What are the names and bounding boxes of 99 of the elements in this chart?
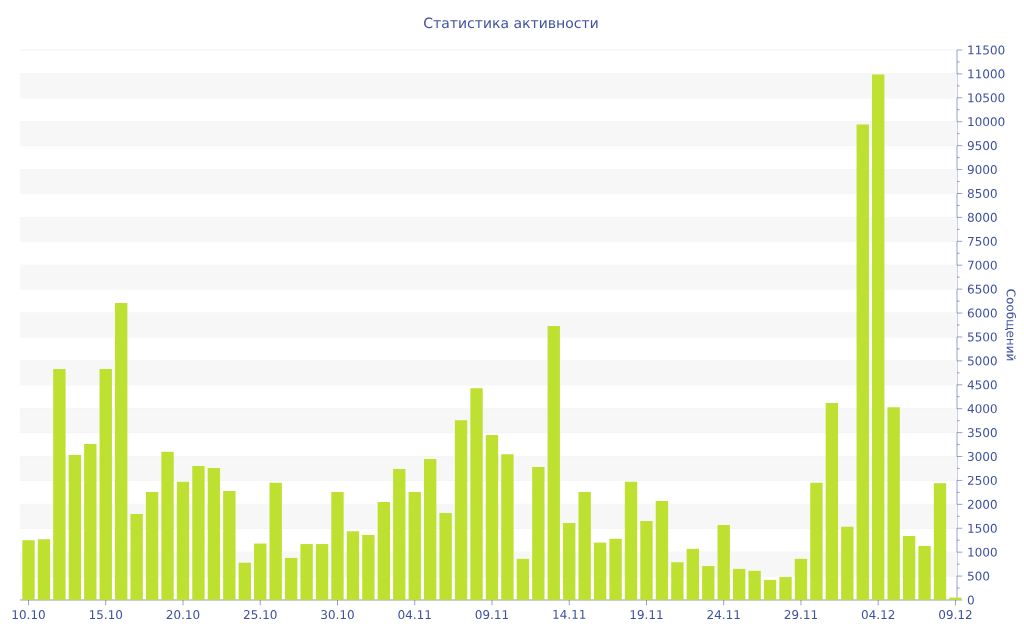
bar — [501, 454, 514, 600]
bar — [763, 579, 777, 600]
bar — [732, 568, 746, 600]
bar — [717, 524, 730, 600]
bar — [300, 544, 313, 600]
bar — [810, 482, 823, 600]
y-axis-title: Сообщений — [1005, 289, 1017, 361]
y-tick-label: 5000 — [967, 356, 997, 366]
bar — [516, 558, 530, 600]
y-tick-label: 11500 — [968, 45, 1005, 55]
x-tick-label: 25.10 — [243, 610, 277, 620]
bar — [424, 458, 437, 600]
bar — [547, 325, 560, 600]
bar — [794, 558, 808, 600]
bar — [192, 466, 205, 600]
bar — [933, 483, 947, 600]
y-tick-label: 2500 — [967, 475, 997, 485]
bar — [748, 570, 761, 600]
bar — [655, 501, 669, 600]
bar — [115, 303, 128, 600]
bar — [331, 491, 344, 600]
bar — [902, 535, 916, 600]
x-tick-label: 30.10 — [321, 610, 354, 620]
y-tick-label: 11000 — [968, 69, 1005, 79]
bar — [254, 543, 267, 600]
x-tick-label: 04.11 — [398, 610, 431, 620]
x-tick-label: 14.11 — [553, 610, 586, 619]
bar — [578, 491, 591, 600]
bar — [609, 538, 622, 600]
x-tick-label: 19.11 — [630, 610, 663, 620]
bar — [779, 577, 792, 600]
y-tick-label: 1500 — [968, 523, 997, 533]
bar — [176, 481, 190, 600]
bar — [37, 539, 51, 600]
x-tick-label: 10.10 — [12, 610, 45, 620]
bar — [377, 501, 391, 600]
bar — [145, 491, 159, 600]
x-tick-label: 24.11 — [707, 610, 740, 619]
x-tick-label: 20.10 — [166, 610, 200, 620]
bar — [346, 531, 360, 600]
bar — [393, 468, 406, 600]
bar — [315, 544, 329, 600]
bar — [702, 566, 715, 600]
y-tick-label: 9000 — [967, 165, 997, 175]
bar — [68, 455, 82, 600]
bar — [408, 491, 421, 600]
bar — [470, 388, 483, 600]
bar — [624, 481, 638, 600]
bar — [269, 482, 282, 600]
y-tick-label: 6000 — [967, 308, 997, 318]
y-tick-label: 0 — [967, 595, 974, 605]
bar — [841, 526, 854, 600]
y-tick-label: 10000 — [968, 117, 1005, 127]
bar — [593, 542, 607, 600]
x-tick-label: 09.11 — [475, 610, 509, 620]
bar — [485, 435, 499, 600]
bar — [53, 369, 66, 600]
y-tick-label: 7000 — [968, 260, 997, 270]
bar — [362, 534, 375, 600]
bar — [686, 548, 699, 600]
y-tick-label: 10500 — [968, 93, 1005, 103]
bar — [532, 467, 545, 600]
chart-title: Статистика активности — [424, 17, 598, 29]
bar — [207, 468, 221, 600]
y-tick-label: 2000 — [967, 499, 997, 509]
bar — [454, 420, 468, 600]
bar — [887, 407, 900, 600]
bar — [223, 490, 236, 600]
bar — [84, 444, 97, 600]
bar — [563, 523, 576, 600]
x-tick-label: 15.10 — [89, 610, 123, 620]
bar — [130, 513, 143, 600]
y-tick-label: 3000 — [967, 451, 997, 462]
bar — [238, 562, 251, 600]
y-tick-label: 4000 — [967, 404, 997, 414]
x-tick-label: 09.12 — [939, 610, 972, 620]
y-tick-label: 9500 — [967, 141, 997, 151]
y-tick-label: 5500 — [967, 332, 997, 342]
bar — [918, 545, 931, 600]
y-tick-label: 1000 — [968, 547, 997, 557]
y-tick-label: 4500 — [967, 380, 997, 390]
y-tick-label: 3500 — [967, 428, 997, 438]
y-tick-label: 8500 — [967, 188, 997, 199]
bar — [856, 124, 869, 600]
bar — [284, 557, 298, 600]
bar — [872, 74, 885, 600]
y-tick-label: 500 — [967, 571, 990, 581]
bar — [161, 451, 174, 600]
x-tick-label: 29.11 — [784, 610, 818, 620]
y-tick-label: 6500 — [967, 284, 997, 294]
bar — [640, 521, 653, 600]
y-tick-label: 8000 — [967, 212, 997, 222]
bar — [671, 562, 684, 600]
x-tick-label: 04.12 — [861, 610, 895, 620]
bar — [99, 369, 112, 600]
bar — [439, 512, 452, 600]
bar — [825, 402, 839, 600]
y-tick-label: 7500 — [968, 236, 997, 246]
bar — [22, 540, 35, 600]
